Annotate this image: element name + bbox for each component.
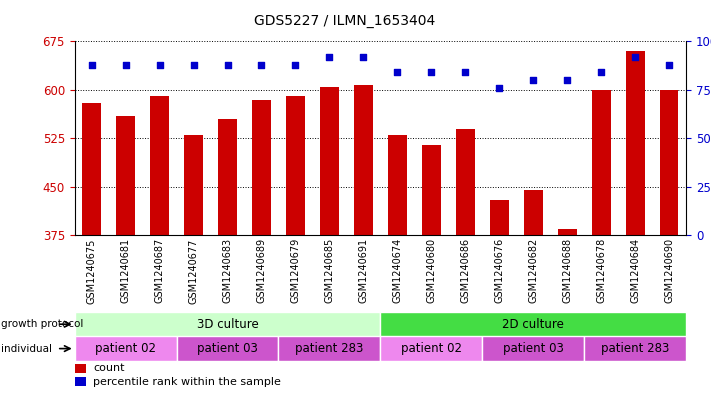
Bar	[626, 51, 644, 235]
Text: GDS5227 / ILMN_1653404: GDS5227 / ILMN_1653404	[255, 14, 435, 28]
Text: patient 02: patient 02	[401, 342, 462, 355]
Bar	[660, 90, 678, 235]
Point	[120, 61, 132, 68]
Point	[358, 54, 369, 60]
Bar	[482, 336, 584, 361]
Point	[528, 77, 539, 83]
Text: 3D culture: 3D culture	[197, 318, 258, 331]
Text: patient 03: patient 03	[503, 342, 564, 355]
Bar	[456, 129, 475, 235]
Text: percentile rank within the sample: percentile rank within the sample	[93, 376, 281, 387]
Bar	[218, 119, 237, 235]
Point	[426, 69, 437, 75]
Text: growth protocol: growth protocol	[1, 319, 84, 329]
Point	[459, 69, 471, 75]
Bar	[150, 96, 169, 235]
Bar	[176, 336, 279, 361]
Point	[392, 69, 403, 75]
Text: patient 02: patient 02	[95, 342, 156, 355]
Point	[596, 69, 607, 75]
Bar	[592, 90, 611, 235]
Text: patient 283: patient 283	[295, 342, 363, 355]
Bar	[584, 336, 686, 361]
Point	[324, 54, 335, 60]
Text: patient 03: patient 03	[197, 342, 258, 355]
Bar	[75, 377, 87, 386]
Bar	[184, 135, 203, 235]
Bar	[286, 96, 305, 235]
Text: count: count	[93, 363, 124, 373]
Point	[629, 54, 641, 60]
Bar	[117, 116, 135, 235]
Bar	[490, 200, 508, 235]
Text: 2D culture: 2D culture	[502, 318, 565, 331]
Point	[154, 61, 165, 68]
Bar	[82, 103, 101, 235]
Point	[663, 61, 675, 68]
Point	[256, 61, 267, 68]
Bar	[354, 84, 373, 235]
Bar	[279, 336, 380, 361]
Bar	[380, 336, 482, 361]
Point	[188, 61, 199, 68]
Bar	[252, 99, 271, 235]
Bar	[524, 190, 542, 235]
Bar	[380, 312, 686, 336]
Bar	[75, 364, 87, 373]
Bar	[320, 86, 338, 235]
Bar	[388, 135, 407, 235]
Bar	[422, 145, 441, 235]
Point	[493, 85, 505, 91]
Point	[290, 61, 301, 68]
Point	[562, 77, 573, 83]
Point	[222, 61, 233, 68]
Bar	[75, 312, 380, 336]
Bar	[558, 229, 577, 235]
Point	[86, 61, 97, 68]
Text: patient 283: patient 283	[601, 342, 669, 355]
Text: individual: individual	[1, 343, 53, 354]
Bar	[75, 336, 176, 361]
